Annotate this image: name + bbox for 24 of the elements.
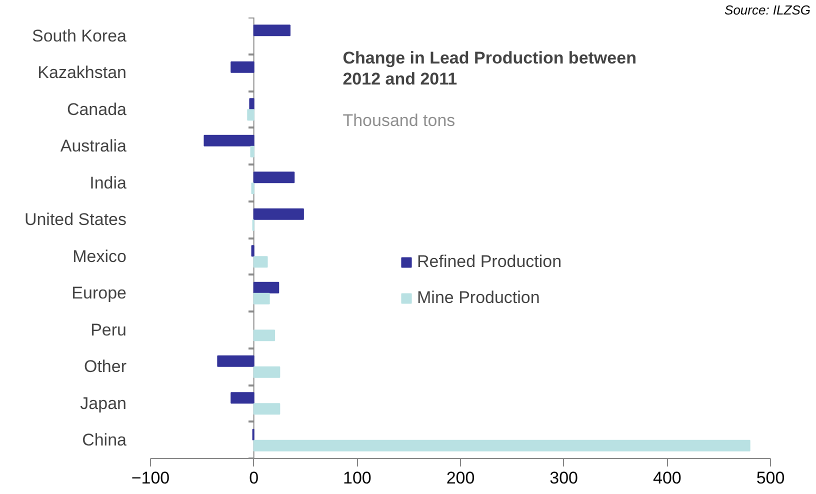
x-tick-label: 400 xyxy=(652,468,682,488)
legend-label: Refined Production xyxy=(417,252,562,272)
y-tick-label: Europe xyxy=(72,284,127,303)
y-tick-label: Japan xyxy=(80,394,127,413)
text: Thousand tons xyxy=(342,111,456,130)
x-tick-label: 100 xyxy=(342,468,372,488)
y-tick-label: South Korea xyxy=(32,26,128,46)
annotation: Source: ILZSG xyxy=(724,2,811,18)
legend-label: Mine Production xyxy=(417,288,540,308)
y-tick-label: India xyxy=(90,173,128,192)
y-tick-label: Peru xyxy=(90,320,127,340)
y-tick-label: Canada xyxy=(66,100,128,119)
y-tick-label: China xyxy=(82,430,128,450)
x-tick-label: 500 xyxy=(756,468,785,488)
y-tick-label: Australia xyxy=(60,136,128,156)
x-tick-label: 300 xyxy=(550,468,578,488)
y-tick-label: United States xyxy=(24,210,127,230)
x-tick-label: 200 xyxy=(446,468,475,488)
x-tick-label: 0 xyxy=(249,468,259,488)
text: Change in Lead Production between 2012 and 2011 xyxy=(342,48,636,89)
y-tick-label: Other xyxy=(84,357,127,376)
x-tick-label: −100 xyxy=(131,468,170,488)
y-tick-label: Mexico xyxy=(72,246,127,266)
y-tick-label: Kazakhstan xyxy=(38,63,127,82)
